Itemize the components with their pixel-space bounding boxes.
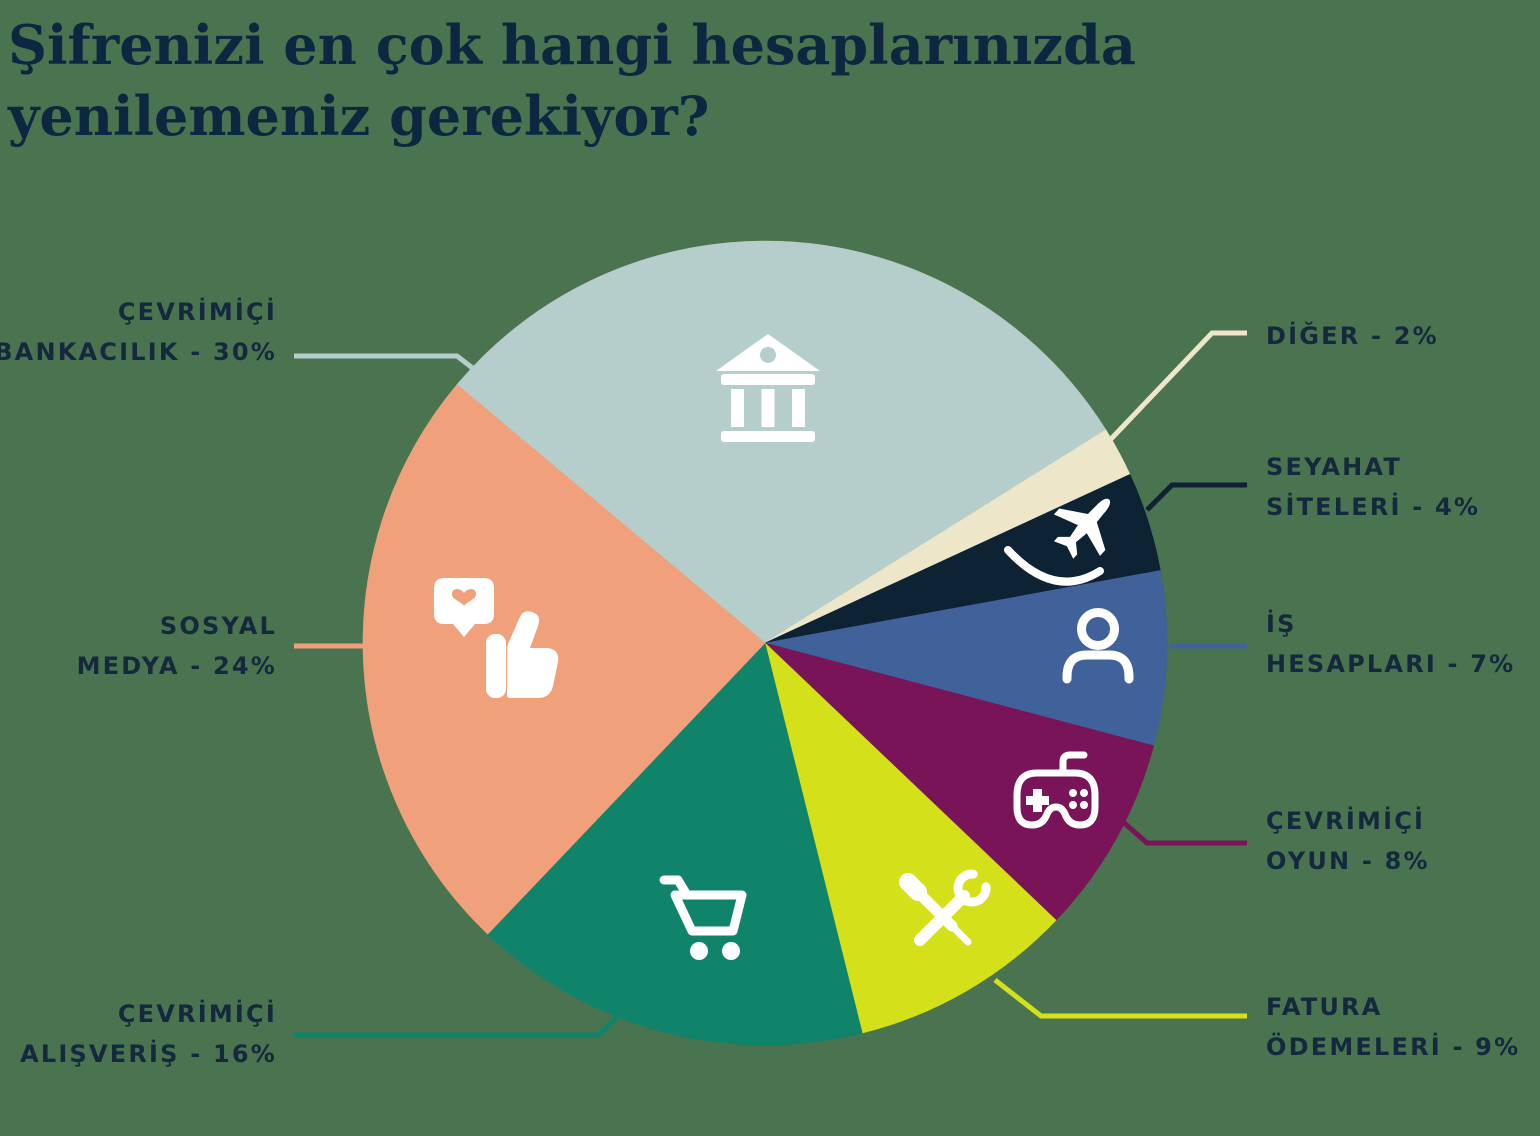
label-fatura-odemeleri: FATURA ÖDEMELERİ - 9% bbox=[1266, 987, 1520, 1067]
cart-icon bbox=[659, 875, 747, 960]
pie-slice-cevrimici-alisveris bbox=[487, 642, 863, 1046]
slice-icons bbox=[434, 334, 1134, 960]
social-like-icon bbox=[434, 578, 559, 698]
airplane-icon bbox=[1004, 498, 1111, 586]
page-title: Şifrenizi en çok hangi hesaplarınızda ye… bbox=[8, 10, 1136, 152]
label-line: ÇEVRİMİÇİ bbox=[1266, 807, 1426, 835]
label-line: ÇEVRİMİÇİ bbox=[117, 298, 277, 326]
label-line: MEDYA - 24% bbox=[76, 652, 277, 680]
callout-line-cevrimici-alisveris bbox=[294, 1014, 620, 1038]
pie-slice-fatura-odemeleri bbox=[764, 642, 1057, 1034]
label-line: SEYAHAT bbox=[1266, 453, 1402, 481]
label-line: SİTELERİ - 4% bbox=[1266, 493, 1481, 521]
pie-slice-sosyal-medya bbox=[362, 384, 766, 935]
label-line: ÇEVRİMİÇİ bbox=[117, 1000, 277, 1028]
callout-line-cevrimici-oyun bbox=[1120, 819, 1247, 846]
bank-icon bbox=[716, 334, 820, 442]
callout-line-cevrimici-bankacilik bbox=[294, 353, 481, 375]
tools-icon bbox=[899, 869, 991, 946]
label-line: İŞ bbox=[1266, 610, 1297, 638]
callout-line-fatura-odemeleri bbox=[993, 978, 1247, 1019]
label-seyahat-siteleri: SEYAHAT SİTELERİ - 4% bbox=[1266, 447, 1480, 527]
label-is-hesaplari: İŞ HESAPLARI - 7% bbox=[1266, 604, 1515, 684]
label-diger: DİĞER - 2% bbox=[1266, 316, 1439, 356]
page-title-line-2: yenilemeniz gerekiyor? bbox=[8, 84, 710, 148]
label-line: SOSYAL bbox=[159, 612, 277, 640]
label-line: ALIŞVERİŞ - 16% bbox=[20, 1040, 277, 1068]
pie-slice-is-hesaplari bbox=[764, 570, 1168, 747]
label-line: DİĞER - 2% bbox=[1266, 322, 1439, 350]
page-title-line-1: Şifrenizi en çok hangi hesaplarınızda bbox=[8, 13, 1136, 77]
person-icon bbox=[1062, 608, 1134, 684]
label-line: FATURA bbox=[1266, 993, 1383, 1021]
label-cevrimici-alisveris: ÇEVRİMİÇİ ALIŞVERİŞ - 16% bbox=[20, 994, 277, 1074]
label-cevrimici-bankacilik: ÇEVRİMİÇİ BANKACILIK - 30% bbox=[0, 292, 277, 372]
pie-slice-cevrimici-bankacilik bbox=[456, 240, 1107, 644]
callout-line-seyahat-siteleri bbox=[1145, 482, 1247, 512]
gamepad-icon bbox=[1013, 751, 1099, 829]
label-line: OYUN - 8% bbox=[1266, 847, 1430, 875]
label-cevrimici-oyun: ÇEVRİMİÇİ OYUN - 8% bbox=[1266, 801, 1430, 881]
label-sosyal-medya: SOSYAL MEDYA - 24% bbox=[77, 606, 277, 686]
label-line: ÖDEMELERİ - 9% bbox=[1266, 1033, 1521, 1061]
label-line: HESAPLARI - 7% bbox=[1266, 650, 1516, 678]
pie-slice-cevrimici-oyun bbox=[764, 642, 1155, 921]
callout-line-diger bbox=[1109, 330, 1247, 441]
pie-slices bbox=[362, 240, 1168, 1046]
callout-lines bbox=[294, 330, 1247, 1038]
label-line: BANKACILIK - 30% bbox=[0, 338, 277, 366]
